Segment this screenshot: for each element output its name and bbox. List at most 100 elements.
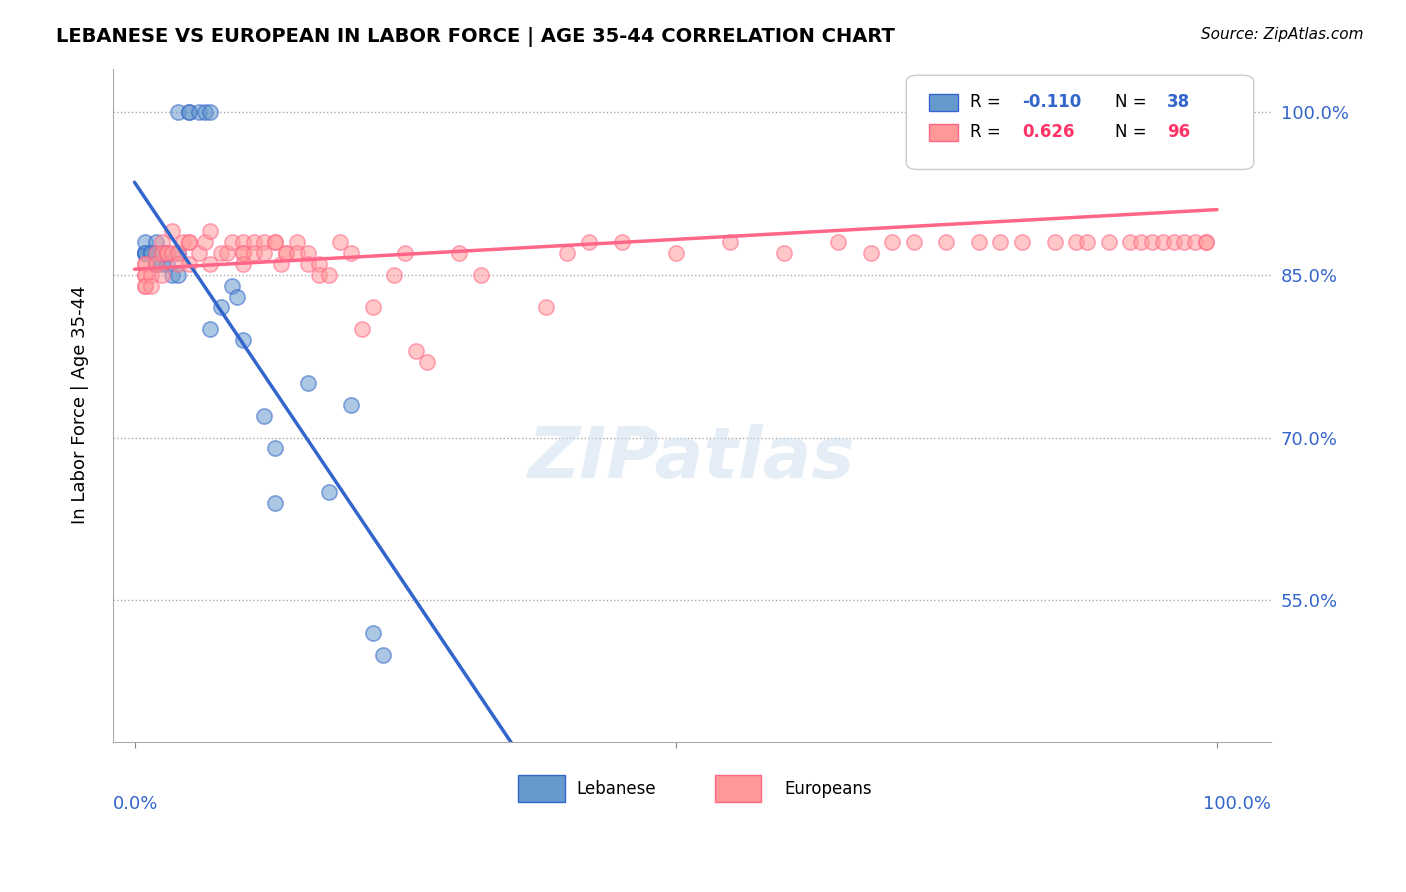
Europeans — [134, 268, 156, 282]
Europeans — [557, 246, 579, 260]
Europeans — [1206, 137, 1229, 152]
Europeans — [150, 235, 173, 250]
Lebanese — [200, 104, 222, 119]
Text: LEBANESE VS EUROPEAN IN LABOR FORCE | AGE 35-44 CORRELATION CHART: LEBANESE VS EUROPEAN IN LABOR FORCE | AG… — [56, 27, 896, 46]
Europeans — [610, 235, 633, 250]
Europeans — [145, 246, 167, 260]
Europeans — [177, 257, 200, 271]
Europeans — [773, 246, 796, 260]
Europeans — [285, 246, 308, 260]
Europeans — [232, 235, 254, 250]
Europeans — [150, 268, 173, 282]
Europeans — [166, 257, 188, 271]
FancyBboxPatch shape — [716, 775, 762, 802]
Europeans — [329, 235, 352, 250]
Europeans — [1076, 235, 1098, 250]
Europeans — [882, 235, 904, 250]
Text: R =: R = — [970, 93, 1005, 112]
Europeans — [166, 246, 188, 260]
Europeans — [308, 268, 330, 282]
Europeans — [1163, 235, 1185, 250]
FancyBboxPatch shape — [519, 775, 565, 802]
Europeans — [470, 268, 492, 282]
Europeans — [308, 257, 330, 271]
Europeans — [270, 257, 292, 271]
Text: 100.0%: 100.0% — [1204, 796, 1271, 814]
Europeans — [361, 301, 384, 315]
Europeans — [859, 246, 882, 260]
Europeans — [194, 235, 217, 250]
Europeans — [156, 246, 179, 260]
Europeans — [297, 246, 319, 260]
Lebanese — [232, 333, 254, 347]
Lebanese — [361, 626, 384, 640]
Y-axis label: In Labor Force | Age 35-44: In Labor Force | Age 35-44 — [72, 285, 89, 524]
Europeans — [156, 246, 179, 260]
Europeans — [162, 246, 184, 260]
Europeans — [405, 343, 427, 358]
Europeans — [200, 257, 222, 271]
Europeans — [416, 354, 439, 368]
Europeans — [1140, 235, 1163, 250]
Lebanese — [177, 104, 200, 119]
Lebanese — [253, 409, 276, 423]
Text: 38: 38 — [1167, 93, 1189, 112]
Europeans — [253, 246, 276, 260]
Europeans — [1206, 148, 1229, 162]
Lebanese — [177, 104, 200, 119]
Europeans — [188, 246, 211, 260]
Lebanese — [226, 289, 249, 303]
Europeans — [350, 322, 373, 336]
Europeans — [449, 246, 471, 260]
Lebanese — [134, 246, 156, 260]
Europeans — [534, 301, 557, 315]
Europeans — [1206, 137, 1229, 152]
Europeans — [578, 235, 600, 250]
Lebanese — [145, 257, 167, 271]
Lebanese — [194, 104, 217, 119]
Lebanese — [209, 301, 232, 315]
Europeans — [215, 246, 238, 260]
Europeans — [162, 224, 184, 238]
Europeans — [903, 235, 925, 250]
Europeans — [1064, 235, 1087, 250]
Text: 0.0%: 0.0% — [112, 796, 159, 814]
Europeans — [139, 278, 162, 293]
Europeans — [1195, 235, 1218, 250]
Lebanese — [139, 246, 162, 260]
Europeans — [134, 278, 156, 293]
Text: ZIPatlas: ZIPatlas — [529, 425, 856, 493]
Europeans — [827, 235, 849, 250]
Text: Europeans: Europeans — [785, 780, 872, 797]
FancyBboxPatch shape — [929, 124, 959, 141]
Lebanese — [200, 322, 222, 336]
Europeans — [935, 235, 957, 250]
Lebanese — [297, 376, 319, 391]
Text: N =: N = — [1115, 93, 1152, 112]
Lebanese — [166, 246, 188, 260]
Lebanese — [150, 257, 173, 271]
Europeans — [990, 235, 1012, 250]
Europeans — [297, 257, 319, 271]
Lebanese — [156, 246, 179, 260]
Europeans — [139, 268, 162, 282]
Europeans — [242, 235, 264, 250]
Europeans — [200, 224, 222, 238]
Lebanese — [264, 496, 287, 510]
Europeans — [1130, 235, 1153, 250]
Lebanese — [145, 257, 167, 271]
Europeans — [209, 246, 232, 260]
Europeans — [264, 235, 287, 250]
Europeans — [274, 246, 297, 260]
Lebanese — [145, 235, 167, 250]
Europeans — [134, 257, 156, 271]
Lebanese — [156, 257, 179, 271]
Europeans — [264, 235, 287, 250]
Europeans — [1011, 235, 1033, 250]
Text: 0.626: 0.626 — [1022, 123, 1074, 142]
Lebanese — [162, 268, 184, 282]
Europeans — [150, 246, 173, 260]
Europeans — [145, 257, 167, 271]
Europeans — [1206, 104, 1229, 119]
Europeans — [232, 246, 254, 260]
